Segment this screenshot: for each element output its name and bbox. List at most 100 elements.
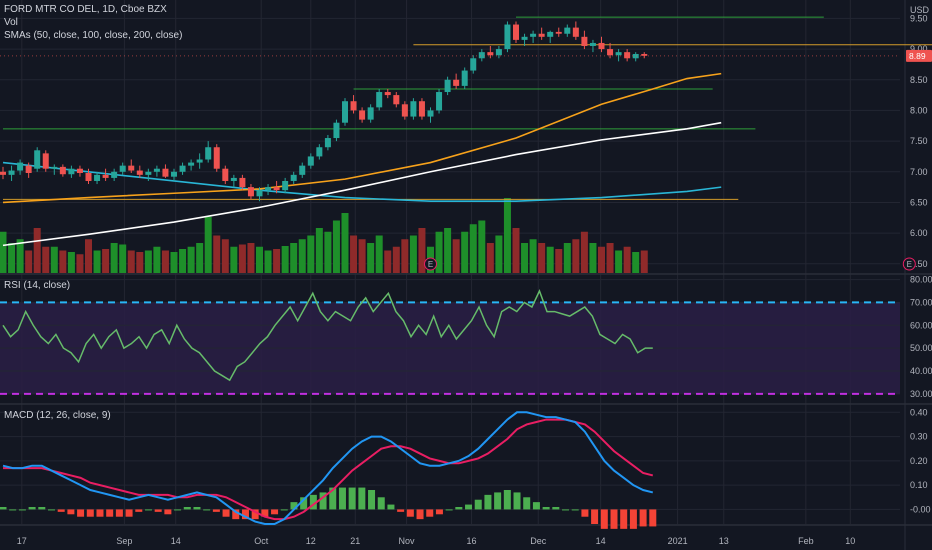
macd-histogram-bar — [465, 504, 473, 510]
macd-histogram-bar — [368, 490, 376, 510]
volume-bar — [392, 246, 400, 273]
candle-body — [25, 165, 32, 174]
candle-body — [342, 101, 348, 123]
symbol-title[interactable]: FORD MTR CO DEL, 1D, Cboe BZX — [4, 4, 167, 15]
macd-histogram-bar — [639, 509, 647, 527]
candle-body — [513, 24, 519, 40]
macd-histogram-bar — [513, 492, 521, 510]
macd-histogram-bar — [358, 487, 366, 510]
candle-body — [393, 95, 400, 105]
sma50-line — [2, 72, 722, 204]
candle-body — [624, 52, 631, 59]
volume-bar — [127, 250, 135, 273]
macd-histogram-bar — [193, 507, 201, 510]
volume-bar — [529, 239, 537, 273]
macd-histogram-bar — [494, 492, 502, 510]
macd-y-tick-label: 0.40 — [910, 407, 928, 417]
candle-body — [401, 104, 408, 117]
volume-bar — [469, 224, 477, 273]
price-y-tick-label: 7.00 — [910, 167, 928, 177]
candle-body — [42, 153, 49, 169]
macd-histogram-bar — [232, 509, 240, 520]
volume-bar — [59, 250, 67, 273]
macd-histogram-bar — [406, 509, 414, 517]
macd-histogram-bar — [47, 509, 55, 511]
volume-bar — [50, 246, 58, 273]
candle-body — [94, 174, 101, 181]
x-tick-label: 13 — [719, 536, 729, 546]
candle-body — [607, 49, 614, 56]
macd-legend[interactable]: MACD (12, 26, close, 9) — [4, 410, 111, 421]
x-tick-label: 21 — [350, 536, 360, 546]
volume-bar — [136, 252, 144, 273]
rsi-y-tick-label: 40.00 — [910, 366, 932, 376]
candle-body — [119, 165, 126, 172]
volume-bar — [555, 249, 563, 273]
price-y-tick-label: 9.50 — [910, 13, 928, 23]
volume-legend[interactable]: Vol — [4, 17, 18, 28]
macd-histogram-bar — [9, 509, 17, 511]
candle-body — [504, 24, 511, 50]
volume-bar — [384, 250, 392, 273]
macd-histogram-bar — [309, 494, 317, 510]
rsi-legend[interactable]: RSI (14, close) — [4, 280, 71, 291]
candle-body — [359, 110, 366, 120]
candle-body — [427, 110, 434, 117]
volume-bar — [461, 231, 469, 273]
candle-body — [162, 168, 169, 177]
candle-body — [555, 31, 562, 34]
macd-histogram-bar — [164, 509, 172, 515]
volume-bar — [486, 243, 494, 273]
x-tick-label: 10 — [845, 536, 855, 546]
price-y-tick-label: 8.50 — [910, 75, 928, 85]
macd-histogram-bar — [377, 497, 385, 510]
macd-histogram-bar — [338, 487, 346, 510]
candle-body — [282, 180, 289, 191]
price-y-tick-label: 6.00 — [910, 228, 928, 238]
rsi-y-tick-label: 80.00 — [910, 275, 932, 285]
volume-bar — [615, 250, 623, 273]
volume-bar — [452, 239, 460, 273]
price-y-tick-label: 8.00 — [910, 105, 928, 115]
macd-histogram-bar — [629, 509, 637, 529]
macd-histogram-bar — [290, 502, 298, 510]
candle-body — [376, 92, 383, 108]
macd-histogram-bar — [18, 509, 26, 511]
volume-bar — [230, 246, 238, 273]
candle-body — [410, 101, 417, 117]
macd-histogram-bar — [154, 509, 162, 512]
candle-body — [367, 107, 374, 120]
price-y-tick-label: 7.50 — [910, 136, 928, 146]
x-tick-label: 16 — [467, 536, 477, 546]
candle-body — [239, 177, 246, 188]
macd-histogram-bar — [28, 507, 36, 510]
candle-body — [316, 147, 323, 157]
candle-body — [51, 166, 58, 169]
x-tick-label: Feb — [798, 536, 814, 546]
volume-bar — [8, 243, 16, 273]
volume-bar — [478, 220, 486, 273]
volume-bar — [67, 252, 75, 273]
sma-legend[interactable]: SMAs (50, close, 100, close, 200, close) — [4, 30, 183, 41]
macd-histogram-bar — [96, 509, 104, 517]
macd-histogram-bar — [280, 509, 288, 511]
rsi-y-tick-label: 60.00 — [910, 320, 932, 330]
candle-body — [171, 171, 177, 177]
macd-histogram-bar — [125, 509, 133, 517]
volume-bar — [495, 235, 503, 273]
candle-body — [256, 190, 263, 197]
x-tick-label: Oct — [254, 536, 269, 546]
volume-bar — [598, 246, 605, 273]
volume-bar — [623, 246, 631, 273]
volume-bar — [42, 246, 50, 273]
candle-body — [324, 138, 331, 148]
macd-histogram-bar — [571, 509, 579, 511]
candle-body — [102, 174, 109, 178]
x-tick-label: Nov — [399, 536, 416, 546]
candle-body — [333, 122, 340, 139]
volume-bar — [25, 250, 33, 273]
volume-bar — [563, 243, 571, 273]
macd-histogram-bar — [183, 507, 191, 510]
volume-bar — [589, 243, 597, 273]
